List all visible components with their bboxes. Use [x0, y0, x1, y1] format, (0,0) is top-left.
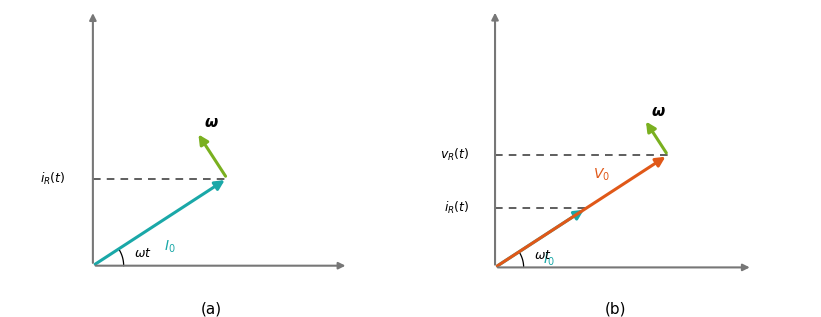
Text: ω: ω	[204, 115, 218, 131]
Text: $\omega t$: $\omega t$	[135, 247, 152, 260]
Text: (a): (a)	[201, 301, 222, 316]
Text: ω: ω	[652, 104, 665, 119]
Text: $i_R(t)$: $i_R(t)$	[39, 171, 65, 187]
Text: $I_0$: $I_0$	[543, 252, 554, 268]
Text: $v_R(t)$: $v_R(t)$	[440, 147, 470, 163]
Text: $\omega t$: $\omega t$	[534, 249, 552, 262]
Text: $I_0$: $I_0$	[163, 238, 175, 255]
Text: (b): (b)	[604, 301, 626, 316]
Text: $V_0$: $V_0$	[593, 166, 610, 183]
Text: $i_R(t)$: $i_R(t)$	[444, 200, 470, 216]
